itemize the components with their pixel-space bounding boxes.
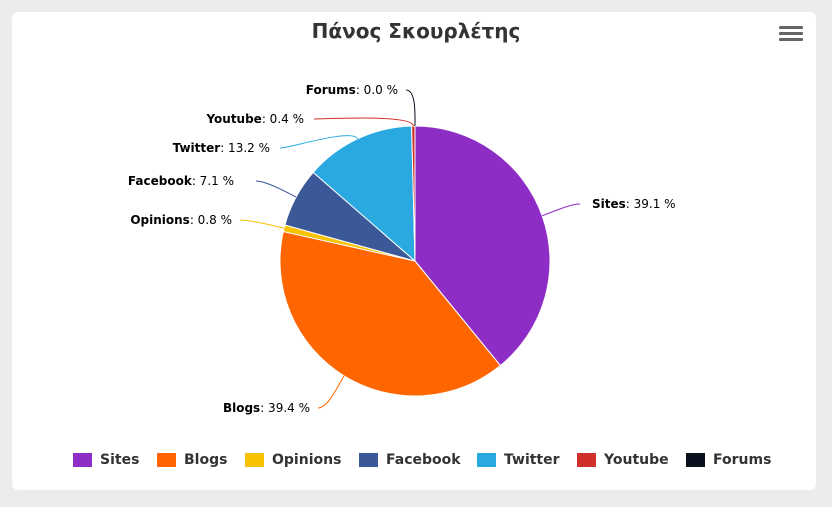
legend-item-twitter[interactable]: Twitter xyxy=(477,452,560,468)
legend-item-forums[interactable]: Forums xyxy=(686,452,771,468)
legend-label-facebook: Facebook xyxy=(386,452,461,468)
connector-line-youtube xyxy=(313,117,414,127)
menu-bar-line xyxy=(779,32,803,35)
legend-item-opinions[interactable]: Opinions xyxy=(245,452,341,468)
menu-bar-line xyxy=(779,38,803,41)
legend-swatch-opinions xyxy=(245,453,264,467)
data-label-opinions: Opinions: 0.8 % xyxy=(130,213,232,227)
legend-label-sites: Sites xyxy=(100,452,140,468)
connector-line-twitter xyxy=(279,135,358,149)
data-label-youtube: Youtube: 0.4 % xyxy=(205,112,304,126)
legend-label-forums: Forums xyxy=(713,452,772,468)
legend-item-facebook[interactable]: Facebook xyxy=(359,452,461,468)
connector-line-opinions xyxy=(239,219,285,229)
data-label-twitter: Twitter: 13.2 % xyxy=(173,141,270,155)
legend-item-sites[interactable]: Sites xyxy=(73,452,139,468)
pie-slice-sites[interactable] xyxy=(414,125,551,367)
menu-bar-line xyxy=(779,26,803,29)
data-label-blogs: Blogs: 39.4 % xyxy=(223,401,310,415)
legend-swatch-blogs xyxy=(157,453,176,467)
connector-line-blogs xyxy=(317,375,345,409)
legend-item-blogs[interactable]: Blogs xyxy=(157,452,227,468)
legend-swatch-youtube xyxy=(577,453,596,467)
connector-line-facebook xyxy=(255,180,297,198)
data-label-sites: Sites: 39.1 % xyxy=(592,197,676,211)
legend-label-opinions: Opinions xyxy=(272,452,342,468)
legend-label-youtube: Youtube xyxy=(604,452,669,468)
legend-swatch-facebook xyxy=(359,453,378,467)
chart-legend: Sites Blogs Opinions Facebook Twitter Youtube… xyxy=(0,452,832,474)
connector-line-sites xyxy=(541,203,581,217)
connector-line-forums xyxy=(405,89,416,127)
legend-label-blogs: Blogs xyxy=(184,452,228,468)
chart-title: Πάνος Σκουρλέτης xyxy=(311,19,521,43)
legend-swatch-sites xyxy=(73,453,92,467)
legend-label-twitter: Twitter xyxy=(504,452,560,468)
pie-slices xyxy=(279,125,551,397)
data-label-forums: Forums: 0.0 % xyxy=(306,83,398,97)
legend-swatch-forums xyxy=(686,453,705,467)
hamburger-menu-icon[interactable] xyxy=(779,26,803,48)
data-label-facebook: Facebook: 7.1 % xyxy=(128,174,234,188)
legend-swatch-twitter xyxy=(477,453,496,467)
legend-item-youtube[interactable]: Youtube xyxy=(577,452,669,468)
pie-slice-blogs[interactable] xyxy=(279,230,502,397)
pie-slice-twitter[interactable] xyxy=(312,125,416,263)
